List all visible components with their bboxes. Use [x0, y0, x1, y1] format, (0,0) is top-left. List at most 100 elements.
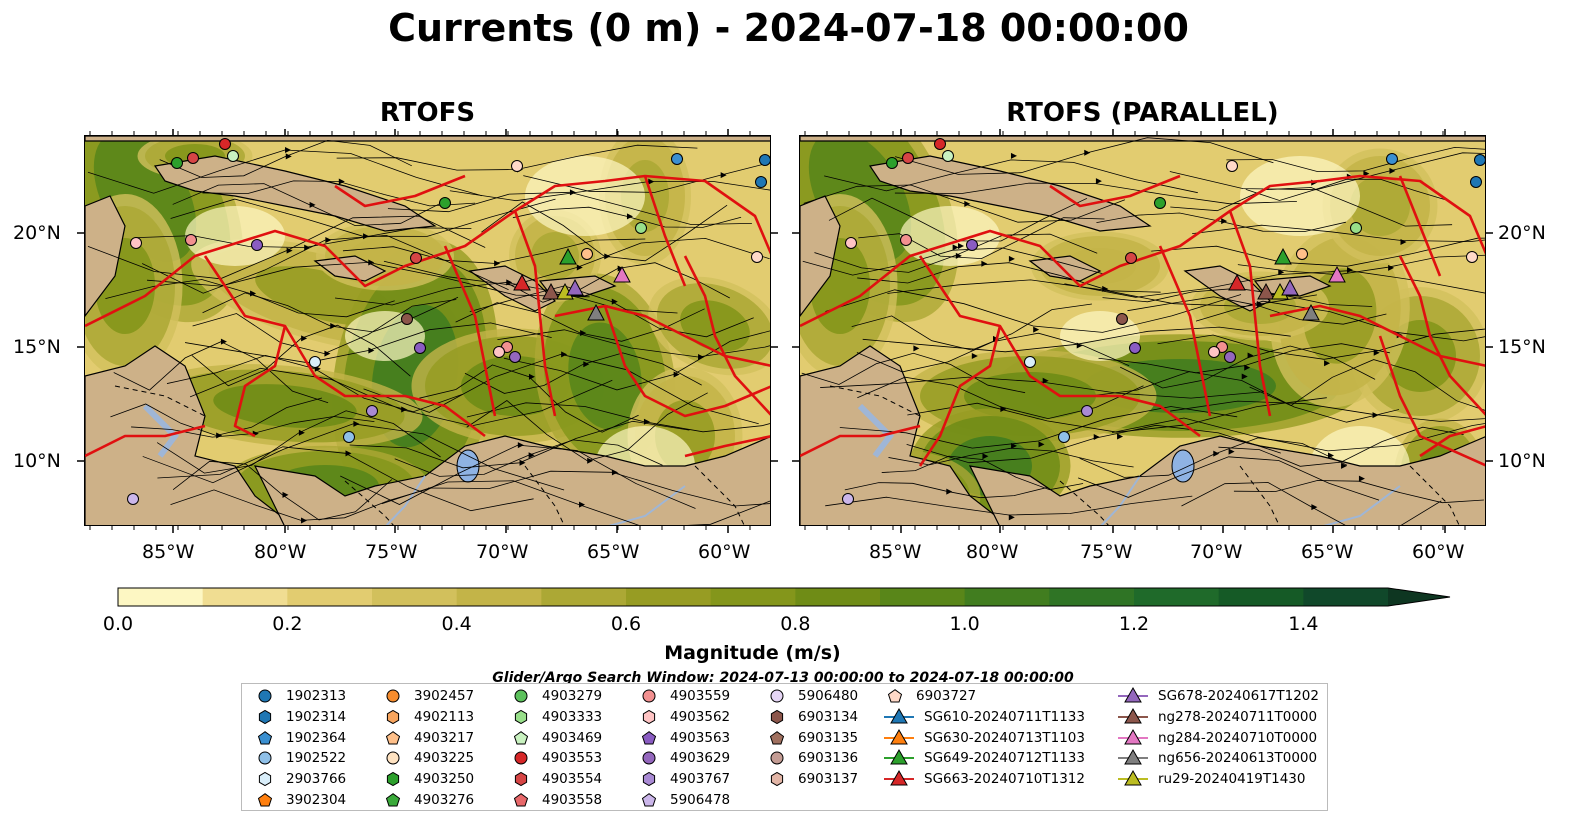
- lon-label-65w-left: 65°W: [587, 541, 640, 563]
- float-marker: [842, 493, 854, 505]
- float-marker: [581, 248, 593, 260]
- colorbar-bin: [880, 588, 966, 606]
- legend-label: SG630-20240713T1103: [924, 729, 1085, 746]
- lat-label-15n-right: 15°N: [1498, 336, 1546, 358]
- float-marker: [227, 150, 239, 162]
- legend-entry: 2903766: [254, 769, 346, 789]
- panel-title-rtofs-parallel: RTOFS (PARALLEL): [1006, 98, 1279, 128]
- hexagon-icon: [514, 709, 528, 724]
- pentagon-icon: [641, 730, 657, 745]
- legend-entry: 4903469: [510, 728, 602, 748]
- pentagon-icon: [769, 730, 785, 745]
- float-marker: [171, 157, 183, 169]
- hexagon-icon: [770, 772, 784, 787]
- circle-icon: [258, 751, 272, 765]
- float-marker: [755, 176, 767, 188]
- legend-entry: SG649-20240712T1133: [884, 748, 1085, 768]
- legend-label: 6903136: [798, 750, 859, 767]
- float-marker: [1226, 160, 1238, 172]
- legend-label: 6903727: [916, 688, 977, 704]
- legend-label: 4903558: [542, 792, 603, 808]
- legend-label: 4902113: [414, 708, 475, 725]
- pentagon-icon: [887, 689, 903, 703]
- float-marker: [671, 153, 683, 165]
- legend-label: 6903135: [798, 729, 859, 746]
- legend-label: 4903469: [542, 729, 603, 746]
- glider-marker: [1328, 265, 1346, 283]
- lon-label-85w-left: 85°W: [142, 541, 195, 563]
- pentagon-icon: [513, 730, 529, 745]
- colorbar-bin: [1218, 588, 1304, 606]
- float-marker: [493, 346, 505, 358]
- legend-entry: 4903558: [510, 790, 602, 810]
- legend-entry: SG678-20240617T1202: [1118, 686, 1319, 706]
- float-marker: [635, 222, 647, 234]
- circle-icon: [770, 751, 784, 765]
- float-marker: [401, 313, 413, 325]
- legend-entry: ru29-20240419T1430: [1118, 769, 1305, 789]
- legend-entry: 1902364: [254, 728, 346, 748]
- circle-icon: [642, 751, 656, 765]
- legend-label: ng656-20240613T0000: [1158, 750, 1318, 767]
- lon-label-75w-left: 75°W: [365, 541, 418, 563]
- triangle-line-icon: [884, 749, 914, 765]
- float-marker: [251, 239, 263, 251]
- legend-entry: SG630-20240713T1103: [884, 728, 1085, 748]
- float-marker: [902, 152, 914, 164]
- legend-label: 4903553: [542, 750, 603, 767]
- colorbar-bin: [202, 588, 288, 606]
- legend-entry: ng656-20240613T0000: [1118, 748, 1317, 768]
- legend-label: 4903276: [414, 792, 475, 808]
- legend-label: 4903279: [542, 688, 603, 704]
- legend-label: SG649-20240712T1133: [924, 750, 1085, 767]
- map-panel-rtofs: [84, 135, 771, 526]
- colorbar-tick-label: 1.2: [1118, 613, 1150, 635]
- legend-entry: 4903563: [638, 728, 730, 748]
- pentagon-icon: [385, 730, 401, 745]
- colorbar-tick-label: 1.0: [949, 613, 980, 635]
- legend-label: 5906478: [670, 792, 731, 808]
- triangle-line-icon: [1118, 749, 1148, 765]
- legend-entry: 4903333: [510, 707, 602, 727]
- legend-entry: 1902314: [254, 707, 346, 727]
- colorbar-bin: [1049, 588, 1135, 606]
- float-marker: [511, 160, 523, 172]
- panel-title-rtofs: RTOFS: [379, 98, 476, 128]
- glider-marker: [1257, 282, 1275, 300]
- colorbar-bin: [795, 588, 881, 606]
- legend-label: 4903559: [670, 688, 731, 704]
- legend-entry: 4903629: [638, 748, 730, 768]
- triangle-line-icon: [1118, 728, 1148, 745]
- legend-entry: ng284-20240710T0000: [1118, 728, 1317, 748]
- colorbar-tick-label: 0.2: [272, 613, 303, 635]
- colorbar-bin: [1303, 588, 1389, 606]
- legend-entry: 1902522: [254, 748, 346, 768]
- legend-entry: 4903559: [638, 686, 730, 706]
- float-marker: [185, 234, 197, 246]
- legend-label: 4903767: [670, 771, 731, 788]
- circle-icon: [514, 689, 528, 703]
- legend-entry: 6903134: [766, 707, 858, 727]
- legend-entry: 4903250: [382, 769, 474, 789]
- float-marker: [1386, 153, 1398, 165]
- glider-marker: [1274, 247, 1292, 265]
- float-marker: [934, 138, 946, 150]
- legend-label: 4903250: [414, 771, 475, 788]
- legend-label: SG678-20240617T1202: [1158, 688, 1319, 704]
- legend-entry: 4903276: [382, 790, 474, 810]
- legend-entry: 4903767: [638, 769, 730, 789]
- float-marker: [410, 252, 422, 264]
- legend-label: 4903563: [670, 729, 731, 746]
- glider-marker: [1228, 273, 1246, 291]
- legend-label: 1902522: [286, 750, 347, 767]
- lon-label-60w-right: 60°W: [1412, 541, 1465, 563]
- glider-marker: [587, 303, 605, 321]
- colorbar-tick-label: 0.6: [610, 613, 642, 635]
- float-marker: [1474, 154, 1485, 166]
- float-marker: [130, 237, 142, 249]
- legend: 1902313 1902314 1902364 1902522 2903766 39023…: [241, 683, 1328, 811]
- lon-label-80w-left: 80°W: [254, 541, 307, 563]
- triangle-line-icon: [884, 728, 914, 745]
- legend-label: 5906480: [798, 688, 859, 704]
- legend-label: 1902313: [286, 688, 347, 704]
